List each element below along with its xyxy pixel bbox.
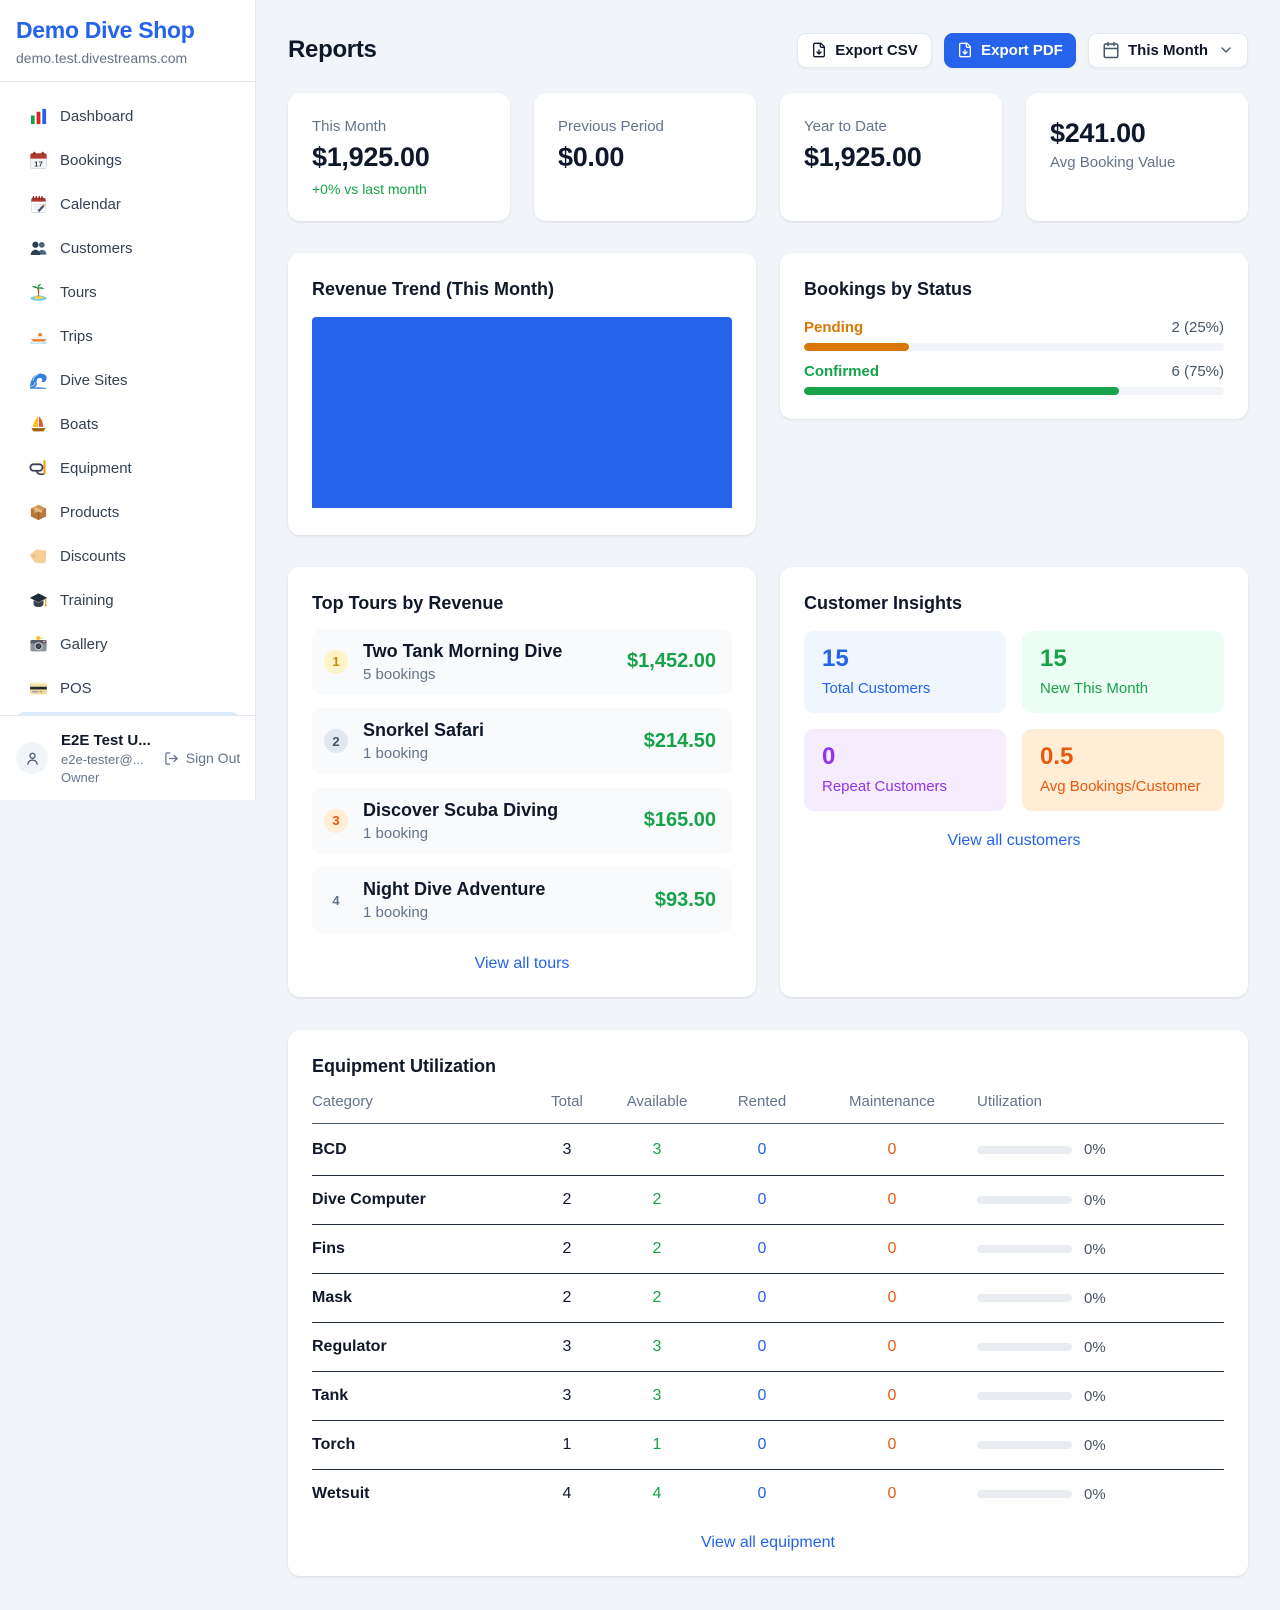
svg-text:17: 17 <box>34 159 43 168</box>
